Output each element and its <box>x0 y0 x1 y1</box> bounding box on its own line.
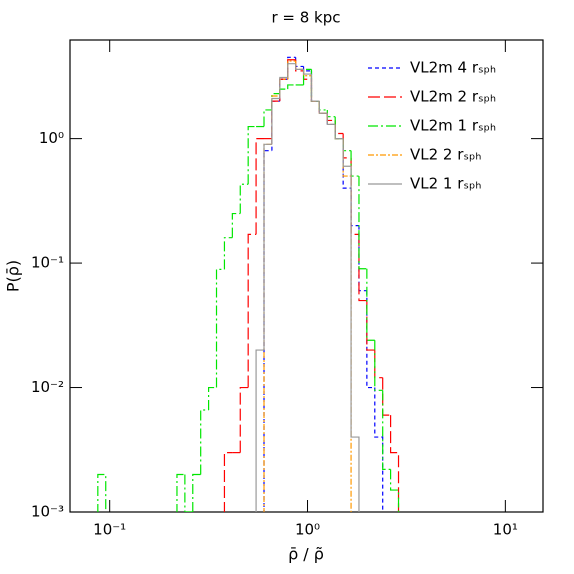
histogram-step <box>350 166 360 512</box>
y-tick-label: 10⁰ <box>39 129 64 147</box>
histogram-step <box>295 61 304 70</box>
histogram-step <box>223 237 233 270</box>
histogram-step <box>302 70 312 80</box>
histogram-step <box>318 101 328 114</box>
histogram-step <box>374 340 383 391</box>
histogram-step <box>302 68 312 85</box>
plot-area <box>97 56 400 512</box>
histogram-step <box>326 113 336 126</box>
histogram-step <box>342 138 352 152</box>
plot-frame <box>69 39 544 513</box>
histogram-step <box>200 409 209 475</box>
histogram-step <box>247 125 257 185</box>
histogram-step <box>310 75 320 102</box>
histogram-step <box>318 101 328 114</box>
histogram-step <box>271 100 280 139</box>
histogram-step <box>334 116 344 140</box>
histogram-step <box>279 78 288 97</box>
legend-label: VL2m 1 rₛₚₕ <box>410 117 496 135</box>
histogram-step <box>334 120 344 135</box>
histogram-step <box>263 143 272 512</box>
histogram-step <box>390 415 400 512</box>
histogram-step <box>287 84 296 90</box>
histogram-step <box>366 268 375 341</box>
histogram-step <box>279 78 288 102</box>
x-tick-label: 10⁻¹ <box>93 521 126 539</box>
histogram-step <box>192 473 201 512</box>
histogram-step <box>350 188 359 227</box>
histogram-step <box>287 59 296 80</box>
histogram-step <box>287 63 296 78</box>
legend-label: VL2m 4 rₛₚₕ <box>410 59 496 77</box>
histogram-step <box>374 387 384 512</box>
histogram-step <box>215 268 225 388</box>
histogram-step <box>350 150 359 177</box>
histogram-step <box>302 69 312 75</box>
x-axis-label: ρ̄ / ρ̃ <box>288 545 324 564</box>
histogram-step <box>97 473 107 512</box>
y-tick-label: 10⁻³ <box>31 503 64 521</box>
histogram-step <box>279 88 288 94</box>
histogram-step <box>390 469 400 512</box>
histogram-step <box>350 157 359 235</box>
histogram-step <box>342 138 352 512</box>
x-tick-label: 10⁰ <box>295 521 320 539</box>
y-axis-label: P(ρ̄) <box>4 260 23 292</box>
histogram-step <box>295 57 304 68</box>
histogram-step <box>342 133 352 159</box>
histogram-step <box>263 150 272 512</box>
y-tick-label: 10⁻² <box>31 378 64 396</box>
histogram-step <box>326 113 336 126</box>
chart-title: r = 8 kpc <box>271 9 340 27</box>
histogram-step <box>263 109 272 127</box>
histogram-step <box>326 113 336 126</box>
histogram-step <box>318 101 328 114</box>
histogram-step <box>279 76 288 99</box>
histogram-step <box>310 69 320 102</box>
histogram-step <box>184 474 193 512</box>
histogram-step <box>176 473 185 512</box>
histogram-step <box>342 138 352 167</box>
histogram-step <box>334 124 344 140</box>
histogram-step <box>366 290 375 389</box>
histogram-step <box>358 176 367 270</box>
histogram-step <box>247 233 257 388</box>
legend-label: VL2 1 rₛₚₕ <box>410 175 482 193</box>
histogram-step <box>271 97 280 145</box>
histogram-step <box>318 101 328 111</box>
histogram-step <box>239 183 249 214</box>
histogram-step <box>318 101 328 114</box>
histogram-step <box>255 349 265 512</box>
histogram-step <box>366 300 375 351</box>
histogram-step <box>310 74 320 102</box>
legend-label: VL2m 2 rₛₚₕ <box>410 88 496 106</box>
legend-label: VL2 2 rₛₚₕ <box>410 146 482 164</box>
histogram-step <box>310 70 320 102</box>
histogram-step <box>271 95 280 145</box>
histogram-step <box>295 63 304 70</box>
histogram-step <box>334 124 344 140</box>
histogram-step <box>223 452 233 512</box>
histogram-step <box>231 212 241 238</box>
histogram-step <box>302 66 312 72</box>
histogram-step <box>326 109 336 118</box>
histogram-step <box>279 78 288 102</box>
histogram-step <box>255 138 265 235</box>
histogram-step <box>358 225 367 292</box>
histogram-step <box>263 143 272 351</box>
histogram-step <box>271 100 280 151</box>
histogram-step <box>239 386 249 453</box>
histogram-step <box>310 79 320 102</box>
y-tick-label: 10⁻¹ <box>31 254 64 272</box>
histogram-step <box>374 350 383 379</box>
histogram-step <box>208 386 217 410</box>
histogram-step <box>334 124 344 140</box>
histogram-step <box>382 390 391 470</box>
histogram-step <box>382 377 391 416</box>
histogram-step <box>342 138 352 189</box>
x-tick-label: 10¹ <box>493 521 518 539</box>
